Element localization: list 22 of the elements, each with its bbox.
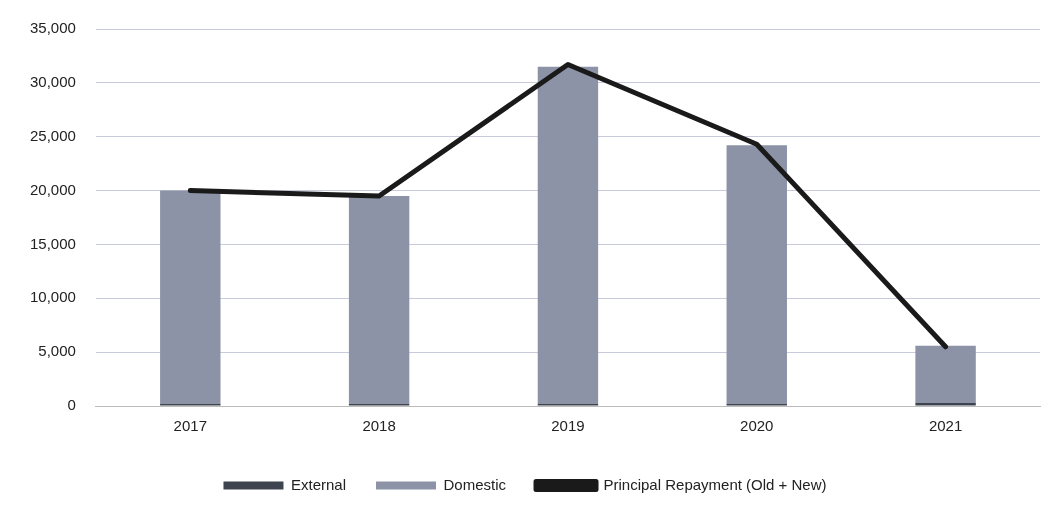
x-tick-label: 2020 [740, 417, 774, 435]
bar [726, 145, 787, 404]
bar [160, 190, 221, 404]
y-tick-label: 10,000 [29, 288, 76, 306]
bar [537, 66, 599, 404]
legend-label: Domestic [443, 475, 507, 493]
x-tick-label: 2018 [362, 417, 396, 435]
bar [915, 345, 976, 403]
legend-label: External [290, 475, 347, 493]
y-tick-label: 15,000 [29, 234, 76, 252]
y-tick-label: 25,000 [29, 126, 76, 144]
y-tick-label: 30,000 [29, 73, 76, 90]
y-tick-label: 5,000 [38, 342, 76, 360]
x-tick-label: 2019 [551, 417, 585, 435]
y-tick-label: 20,000 [29, 180, 76, 198]
y-tick-label: 35,000 [29, 19, 76, 37]
bar [348, 195, 410, 404]
x-tick-label: 2021 [928, 417, 963, 435]
y-tick-label: 0 [67, 396, 76, 414]
x-tick-label: 2017 [173, 417, 207, 435]
bar [915, 402, 976, 406]
legend-label: Principal Repayment (Old + New) [603, 475, 827, 493]
